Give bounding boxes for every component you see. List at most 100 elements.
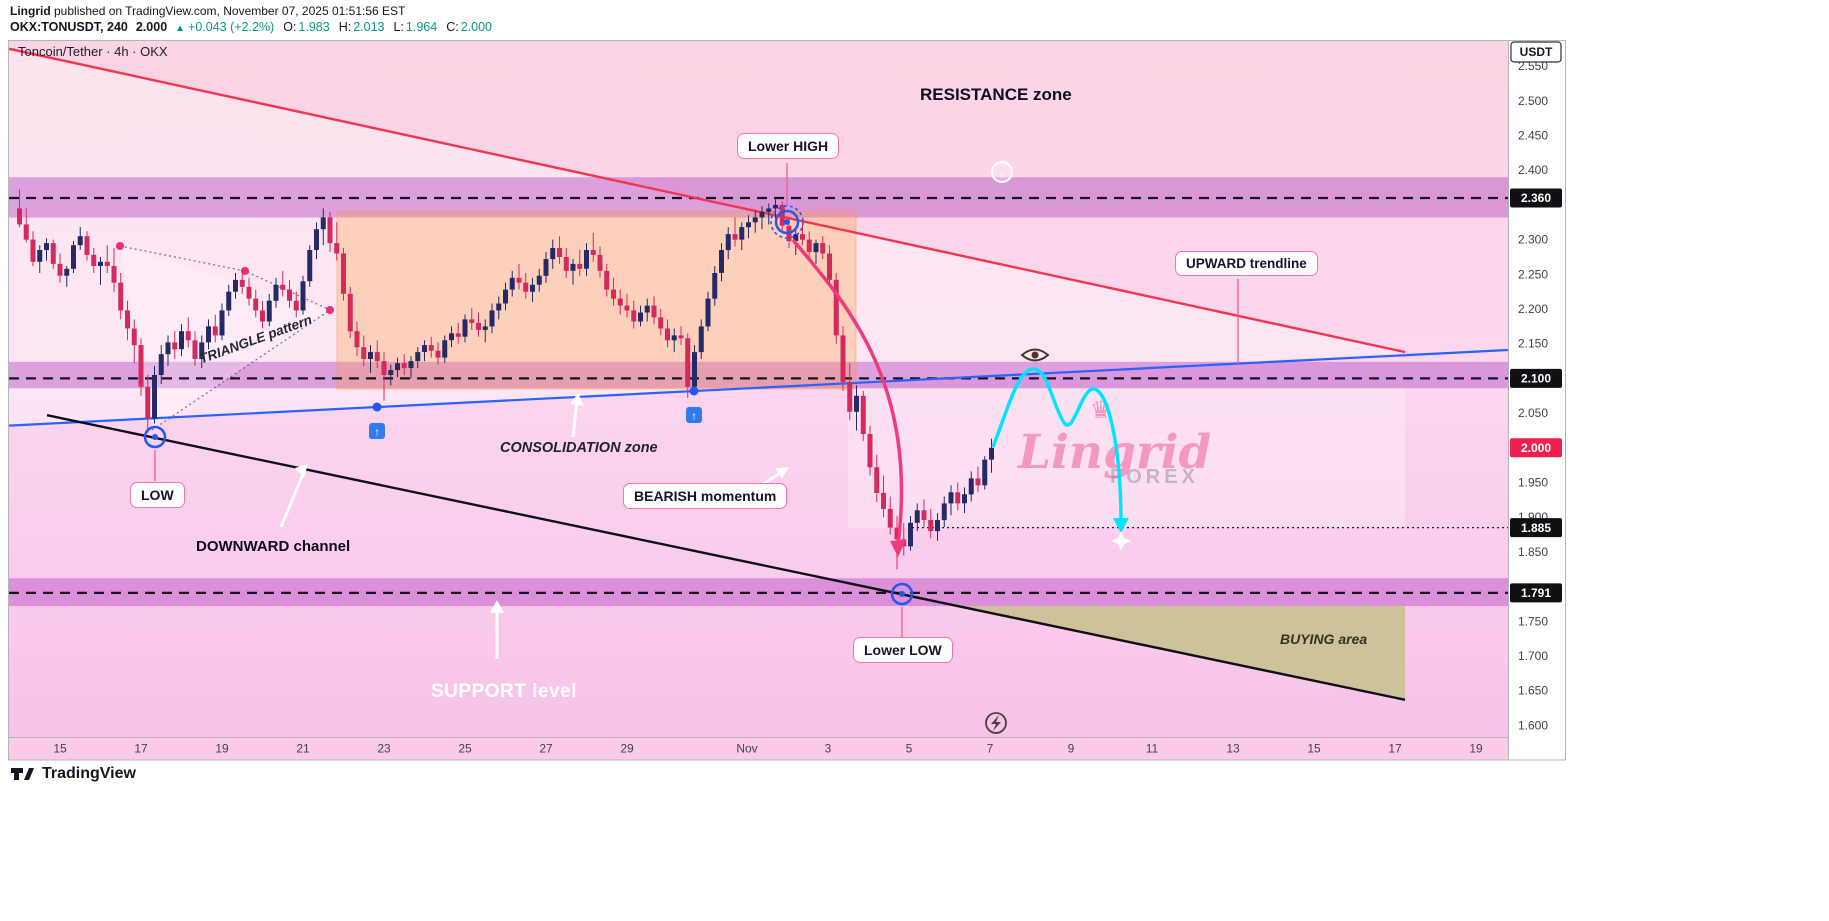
author-name: Lingrid (10, 4, 51, 18)
candle-body (192, 340, 198, 359)
low-circle-marker (143, 425, 167, 449)
candle-body (422, 345, 427, 352)
candle-body (57, 263, 63, 276)
candle-body (30, 239, 36, 262)
candle-body (131, 328, 137, 346)
price-tick-label: 1.650 (1518, 684, 1548, 698)
candle-body (719, 250, 724, 273)
up-arrow-badge-icon: ↑ (691, 411, 697, 423)
candle-body (449, 333, 454, 341)
candle-body (172, 342, 178, 350)
candle-body (840, 335, 846, 382)
candle-body (226, 291, 232, 311)
open-value: 1.983 (298, 20, 330, 34)
candle-body (118, 282, 124, 311)
price-tick-label: 2.150 (1518, 337, 1548, 351)
price-change: +0.043 (+2.2%) (188, 20, 275, 34)
price-badge (1510, 438, 1562, 458)
consolidation-zone-label: CONSOLIDATION zone (500, 440, 658, 456)
candle-body (185, 331, 191, 341)
candle-body (854, 395, 859, 412)
scroll-down-icon: ↓ (991, 161, 1013, 183)
candle-body (820, 243, 826, 254)
time-tick-label: 23 (377, 742, 391, 756)
up-arrow-badge-icon: ↑ (374, 427, 380, 439)
time-axis-strip[interactable] (9, 737, 1508, 760)
candle-body (212, 326, 218, 336)
candle-body (584, 250, 589, 269)
candle-body (334, 243, 340, 254)
axis-labels-group: 2.550 2.500 2.450 2.400 2.300 2.250 2.200 2.150… (53, 59, 1562, 756)
candle-body (867, 434, 873, 468)
candle-body (968, 478, 974, 495)
candle-body (881, 492, 886, 509)
svg-text:USDT: USDT (1520, 45, 1553, 59)
candle-body (428, 345, 434, 351)
callout-connectors (154, 163, 1239, 637)
candle-body (64, 268, 70, 276)
buying-area-label: BUYING area (1280, 631, 1368, 647)
candle-body (239, 279, 245, 287)
levels-group (9, 196, 1508, 595)
candle-body (921, 510, 927, 520)
pivot-markers: ↑ ↑ (143, 205, 914, 606)
candle-body (260, 310, 265, 322)
candle-body (280, 284, 286, 290)
resistance-zone-label: RESISTANCE zone (920, 85, 1072, 104)
downward-channel-line (46, 414, 1406, 701)
time-tick-label: 25 (458, 742, 472, 756)
candle-body (651, 305, 657, 318)
candle-body (469, 319, 475, 323)
candle-body (685, 338, 691, 387)
lightning-icon (985, 712, 1007, 734)
candle-body (597, 254, 603, 271)
lower-low-callout: Lower LOW (853, 637, 953, 663)
price-axis-background[interactable] (1508, 40, 1566, 761)
candle-body (563, 257, 569, 271)
time-tick-label: 9 (1068, 742, 1075, 756)
upward-trendline (8, 348, 1509, 427)
candle-body (138, 345, 144, 387)
pivot-dot (326, 306, 334, 314)
candle-body (266, 300, 272, 322)
candle-body (395, 363, 400, 371)
time-tick-label: 3 (825, 742, 832, 756)
candle-body (813, 243, 819, 253)
usdt-unit-button[interactable]: USDT (1510, 41, 1562, 63)
candle-body (536, 275, 542, 285)
candle-body (611, 289, 616, 299)
candle-body (712, 273, 718, 299)
candle-body (935, 520, 940, 532)
tradingview-footer-link[interactable]: TradingView (10, 765, 136, 783)
candle-body (779, 204, 785, 226)
candle-body (678, 335, 684, 339)
candle-body (287, 289, 292, 301)
resistance-trendline (8, 47, 1406, 354)
price-tick-label: 2.300 (1518, 233, 1548, 247)
candle-body (800, 234, 805, 240)
candle-body (98, 261, 103, 266)
time-tick-label: 27 (539, 742, 553, 756)
candle-body (77, 236, 83, 246)
trendlines-group (8, 47, 1509, 701)
candle-body (530, 284, 535, 292)
low-callout: LOW (130, 482, 185, 508)
candle-body (962, 494, 967, 504)
candle-body (773, 204, 778, 209)
svg-text:↓: ↓ (999, 166, 1005, 180)
projection-cyan-arrow (991, 367, 1123, 523)
candle-body (320, 217, 326, 230)
candle-body (50, 243, 56, 264)
price-tick-label: 2.500 (1518, 94, 1548, 108)
downward-channel-label: DOWNWARD channel (196, 538, 351, 555)
candle-body (23, 224, 29, 240)
candle-body (523, 282, 529, 292)
candle-body (806, 239, 812, 253)
upward-trendline-callout: UPWARD trendline (1175, 251, 1318, 276)
candle-body (489, 310, 495, 327)
candle-body (516, 277, 522, 283)
candle-body (955, 492, 961, 504)
candle-body (91, 254, 97, 266)
candle-body (158, 354, 164, 375)
close-value: 2.000 (460, 20, 492, 34)
